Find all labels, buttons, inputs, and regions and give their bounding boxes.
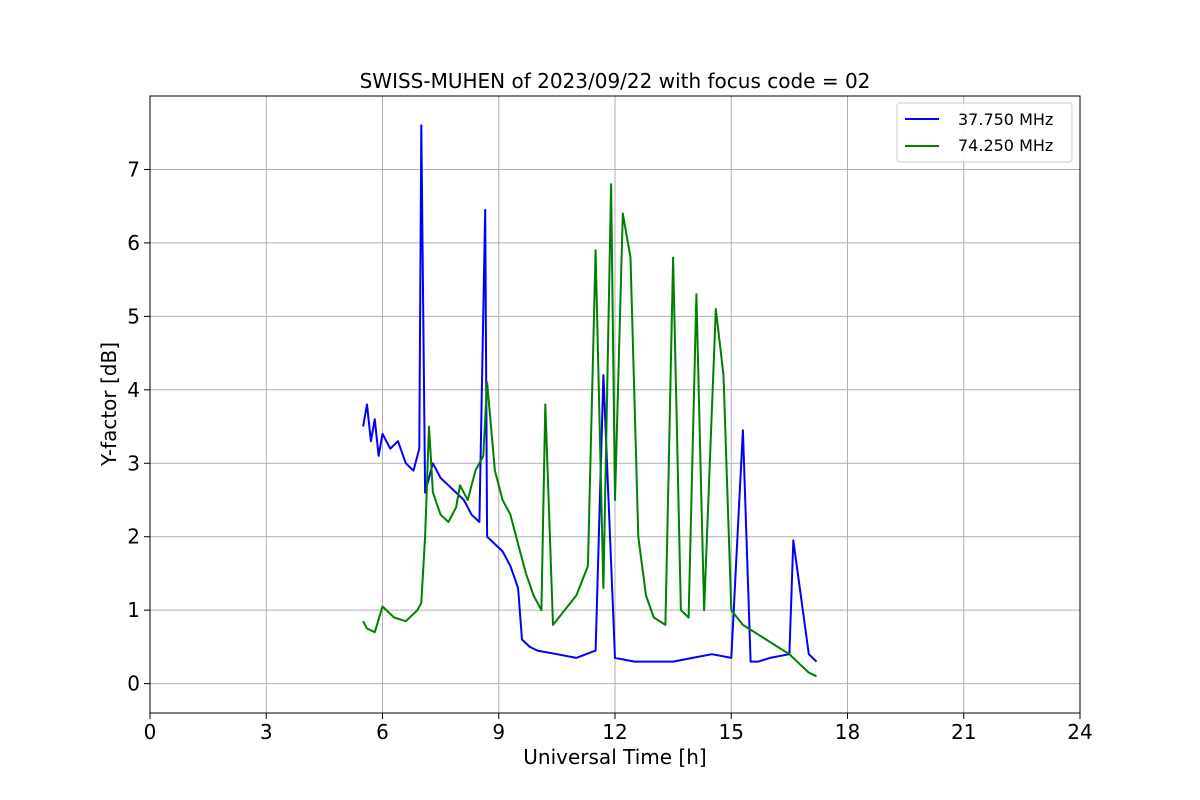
y-tick-label: 0 <box>127 672 140 696</box>
legend: 37.750 MHz 74.250 MHz <box>896 102 1073 163</box>
x-tick-label: 12 <box>602 720 627 744</box>
y-tick-label: 3 <box>127 451 140 475</box>
x-tick-label: 6 <box>376 720 389 744</box>
series-line-74-250-mhz <box>362 183 817 678</box>
y-tick-label: 5 <box>127 304 140 328</box>
legend-label-37750: 37.750 MHz <box>958 110 1053 129</box>
y-tick-label: 1 <box>127 598 140 622</box>
x-axis-label: Universal Time [h] <box>523 745 706 769</box>
legend-box <box>896 102 1073 163</box>
x-tick-label: 9 <box>492 720 505 744</box>
x-tick-label: 0 <box>144 720 157 744</box>
y-tick-label: 7 <box>127 157 140 181</box>
x-tick-label: 15 <box>719 720 744 744</box>
y-tick-label: 6 <box>127 231 140 255</box>
series-line-37-750-mhz <box>362 124 818 663</box>
x-tick-label: 24 <box>1067 720 1092 744</box>
chart-title: SWISS-MUHEN of 2023/09/22 with focus cod… <box>360 69 871 93</box>
y-tick-label: 4 <box>127 378 140 402</box>
series-layer <box>362 124 818 678</box>
x-tick-label: 21 <box>951 720 976 744</box>
x-tick-label: 3 <box>260 720 273 744</box>
y-axis-label: Y-factor [dB] <box>97 342 121 467</box>
x-tick-label: 18 <box>835 720 860 744</box>
y-tick-label: 2 <box>127 525 140 549</box>
legend-label-74250: 74.250 MHz <box>958 136 1053 155</box>
